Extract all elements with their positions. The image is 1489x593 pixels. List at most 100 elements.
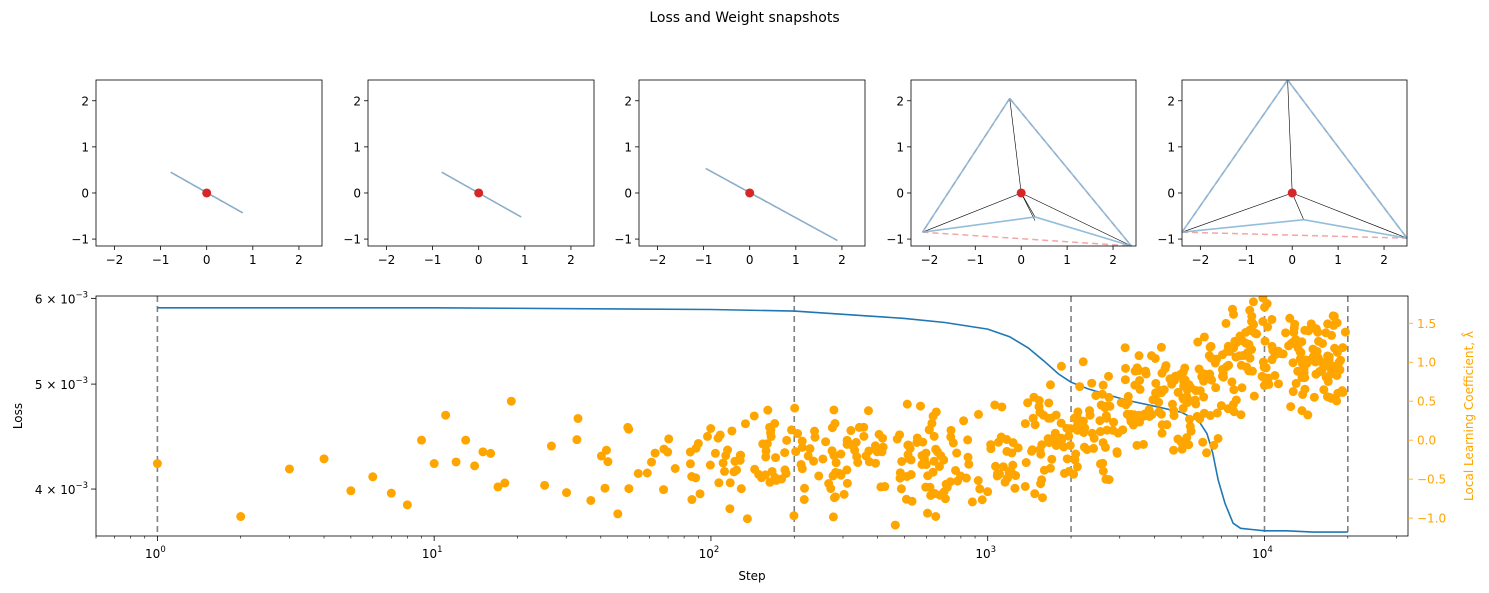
llc-point <box>1169 411 1179 421</box>
llc-point <box>461 435 471 445</box>
llc-point <box>940 494 950 504</box>
llc-point <box>834 468 844 478</box>
llc-point <box>1289 323 1299 333</box>
llc-point <box>877 447 887 457</box>
x-tick-base: 10 <box>145 547 160 561</box>
llc-point <box>829 451 839 461</box>
llc-point <box>912 433 922 443</box>
llc-point <box>782 435 792 445</box>
llc-point <box>1236 360 1246 370</box>
llc-point <box>761 446 771 456</box>
llc-point <box>1169 445 1179 455</box>
llc-point <box>1209 440 1219 450</box>
llc-point <box>791 447 801 457</box>
llc-point <box>601 445 611 455</box>
llc-point <box>1120 343 1130 353</box>
llc-point <box>1087 428 1097 438</box>
llc-point <box>1258 317 1268 327</box>
llc-point <box>1331 317 1341 327</box>
x-tick-base: 10 <box>1252 547 1267 561</box>
llc-point <box>1199 376 1209 386</box>
llc-point <box>1078 357 1088 367</box>
x-tick-label: 2 <box>1380 253 1388 267</box>
x-tick-label: 1 <box>792 253 800 267</box>
llc-point <box>977 495 987 505</box>
llc-point <box>1078 416 1088 426</box>
llc-point <box>842 465 852 475</box>
llc-point <box>863 406 873 416</box>
llc-point <box>975 484 985 494</box>
llc-point <box>642 468 652 478</box>
llc-point <box>895 473 905 483</box>
llc-point <box>952 448 962 458</box>
llc-point <box>685 459 695 469</box>
llc-point <box>1260 336 1270 346</box>
llc-point <box>890 520 900 530</box>
snapshot-frame <box>95 79 323 247</box>
llc-point <box>1059 468 1069 478</box>
x-tick-label: −2 <box>106 253 124 267</box>
llc-point <box>1020 419 1030 429</box>
llc-point <box>1098 438 1108 448</box>
llc-point <box>892 434 902 444</box>
llc-point <box>1231 352 1241 362</box>
llc-point <box>1089 443 1099 453</box>
llc-point <box>796 459 806 469</box>
llc-point <box>1134 351 1144 361</box>
llc-point <box>572 435 582 445</box>
llc-point <box>1267 314 1277 324</box>
llc-point <box>1030 489 1040 499</box>
y2-tick-label: 0.5 <box>1417 395 1436 409</box>
llc-point <box>736 484 746 494</box>
llc-point <box>441 410 451 420</box>
llc-point <box>961 473 971 483</box>
y-tick-label: 2 <box>353 94 361 108</box>
llc-point <box>1144 412 1154 422</box>
llc-point <box>1258 357 1268 367</box>
llc-point <box>1175 369 1185 379</box>
llc-point <box>750 464 760 474</box>
llc-point <box>1199 332 1209 342</box>
llc-point <box>951 465 961 475</box>
llc-point <box>1080 423 1090 433</box>
llc-point <box>945 477 955 487</box>
llc-point <box>967 497 977 507</box>
llc-point <box>451 457 461 467</box>
weight-vector-2 <box>1181 192 1293 233</box>
llc-point <box>685 447 695 457</box>
llc-point <box>928 411 938 421</box>
llc-point <box>1311 357 1321 367</box>
llc-point <box>1321 358 1331 368</box>
llc-point <box>946 432 956 442</box>
llc-point <box>720 466 730 476</box>
llc-point <box>1245 305 1255 315</box>
main-frame <box>95 295 1409 537</box>
llc-point <box>1323 319 1333 329</box>
llc-point <box>1072 462 1082 472</box>
llc-point <box>1070 455 1080 465</box>
llc-point <box>725 478 735 488</box>
llc-point <box>1126 409 1136 419</box>
hull-edge-2 <box>1009 97 1133 247</box>
x-tick-exponent: 2 <box>714 545 719 555</box>
llc-point <box>284 464 294 474</box>
origin-point <box>474 188 484 198</box>
llc-point <box>1192 411 1202 421</box>
x-tick-label: −1 <box>695 253 713 267</box>
llc-point <box>1121 363 1131 373</box>
llc-point <box>1276 349 1286 359</box>
llc-point <box>1182 385 1192 395</box>
x-tick-label: 1 <box>1063 253 1071 267</box>
llc-point <box>1047 454 1057 464</box>
llc-point <box>1259 381 1269 391</box>
llc-point <box>1323 376 1333 386</box>
y-tick-label: 0 <box>353 186 361 200</box>
x-tick-label: 104 <box>1252 545 1273 561</box>
x-tick-base: 10 <box>975 547 990 561</box>
llc-point <box>1291 335 1301 345</box>
llc-point <box>1156 409 1166 419</box>
llc-point <box>1096 400 1106 410</box>
llc-point <box>749 411 759 421</box>
origin-point <box>202 188 212 198</box>
llc-point <box>1141 369 1151 379</box>
